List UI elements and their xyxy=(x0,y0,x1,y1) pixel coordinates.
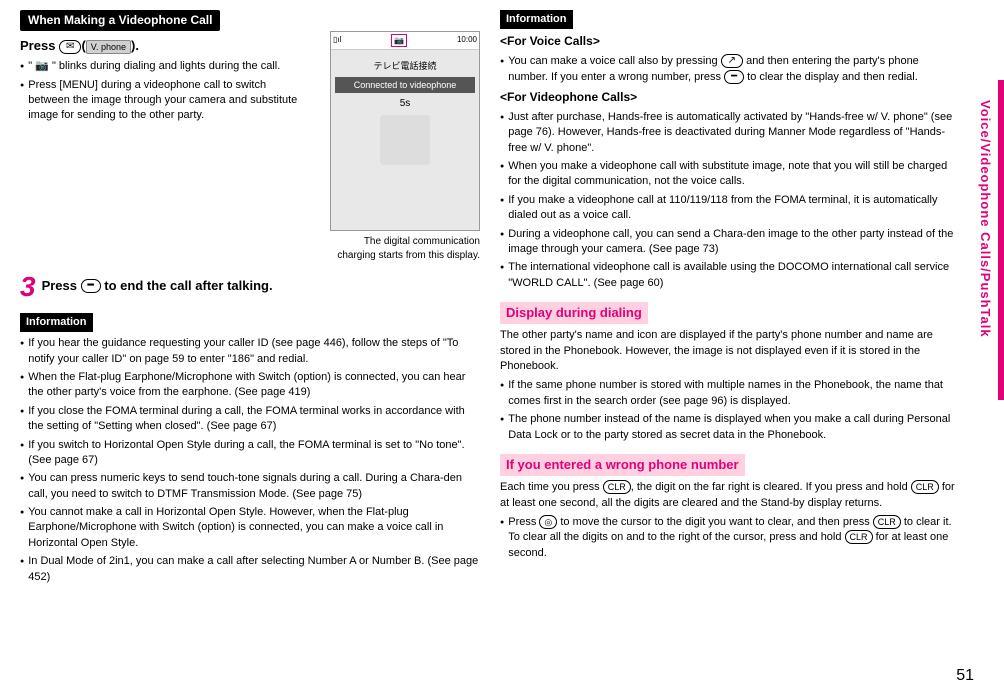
information-label-left: Information xyxy=(20,313,93,332)
step-3-number: 3 xyxy=(20,273,36,301)
dd-paragraph: The other party's name and icon are disp… xyxy=(500,328,960,374)
press-text-1: Press xyxy=(20,38,59,53)
info-item: When the Flat-plug Earphone/Microphone w… xyxy=(20,370,480,401)
dd-item: The phone number instead of the name is … xyxy=(500,412,960,443)
nav-key-icon: ◎ xyxy=(539,515,557,529)
vp-item: Just after purchase, Hands-free is autom… xyxy=(500,110,960,156)
info-item: If you close the FOMA terminal during a … xyxy=(20,404,480,435)
paren-close: ). xyxy=(131,38,139,53)
clr-key-icon: CLR xyxy=(873,515,901,529)
face-placeholder xyxy=(380,115,430,165)
mail-key-icon: ✉ xyxy=(59,40,81,54)
call-key-icon: ↗ xyxy=(721,54,743,68)
info-item: You cannot make a call in Horizontal Ope… xyxy=(20,505,480,551)
voice-bullet: You can make a voice call also by pressi… xyxy=(500,54,960,85)
for-videophone-calls-hdr: <For Videophone Calls> xyxy=(500,89,960,106)
clr-key-icon: CLR xyxy=(845,530,873,544)
step3-text-b: to end the call after talking. xyxy=(101,278,273,293)
vphone-label: V. phone xyxy=(86,40,131,55)
for-voice-calls-hdr: <For Voice Calls> xyxy=(500,33,960,50)
information-label-right: Information xyxy=(500,10,573,29)
end-key-icon: ━ xyxy=(724,70,744,84)
phone-screenshot: ▯ıl 📷 10:00 テレビ電話接続 Connected to videoph… xyxy=(330,31,480,231)
page-number: 51 xyxy=(956,665,974,687)
vp-item: When you make a videophone call with sub… xyxy=(500,159,960,190)
info-item: In Dual Mode of 2in1, you can make a cal… xyxy=(20,554,480,585)
clr-key-icon: CLR xyxy=(911,480,939,494)
camera-indicator-icon: 📷 xyxy=(391,34,407,47)
wrong-paragraph: Each time you press CLR, the digit on th… xyxy=(500,480,960,511)
info-item: If you hear the guidance requesting your… xyxy=(20,336,480,367)
phone-timer: 5s xyxy=(335,97,475,111)
info-item: If you switch to Horizontal Open Style d… xyxy=(20,438,480,469)
heading-when-making: When Making a Videophone Call xyxy=(20,10,220,31)
top-bullet-2: Press [MENU] during a videophone call to… xyxy=(20,78,310,124)
display-during-dialing-title: Display during dialing xyxy=(500,302,648,324)
connected-text: Connected to videophone xyxy=(335,77,475,94)
dd-item: If the same phone number is stored with … xyxy=(500,378,960,409)
vp-item: During a videophone call, you can send a… xyxy=(500,227,960,258)
end-call-key-icon: ━ xyxy=(81,279,101,293)
phone-caption: The digital communication charging start… xyxy=(330,235,480,263)
vp-item: The international videophone call is ava… xyxy=(500,260,960,291)
clr-key-icon: CLR xyxy=(603,480,631,494)
phone-kana-text: テレビ電話接続 xyxy=(335,60,475,73)
step3-text-a: Press xyxy=(42,278,81,293)
signal-icon: ▯ıl xyxy=(333,34,341,47)
side-section-label: Voice/Videophone Calls/PushTalk xyxy=(976,100,994,338)
clock-label: 10:00 xyxy=(457,34,477,47)
vp-item: If you make a videophone call at 110/119… xyxy=(500,193,960,224)
wrong-number-title: If you entered a wrong phone number xyxy=(500,454,745,476)
top-bullet-1: " 📷 " blinks during dialing and lights d… xyxy=(20,59,310,74)
info-item: You can press numeric keys to send touch… xyxy=(20,471,480,502)
wrong-bullet: Press ◎ to move the cursor to the digit … xyxy=(500,515,960,561)
